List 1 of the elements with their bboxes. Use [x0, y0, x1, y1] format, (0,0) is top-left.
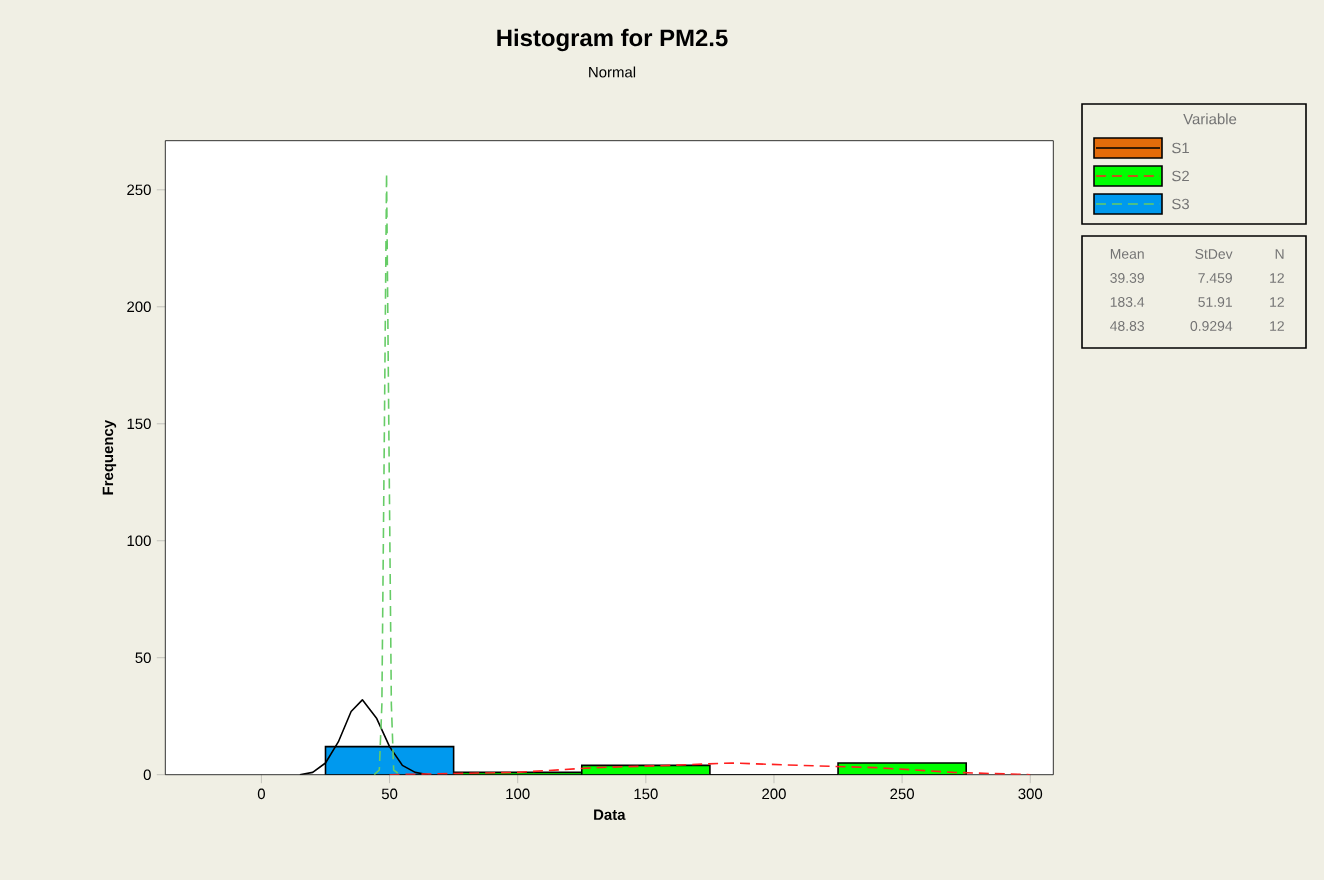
- chart-title: Histogram for PM2.5: [497, 28, 728, 52]
